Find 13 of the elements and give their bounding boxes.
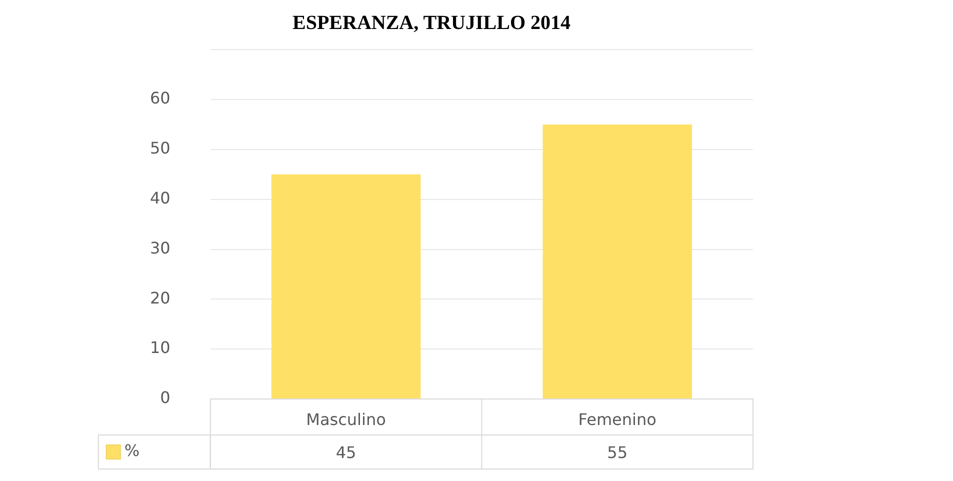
y-tick-label: 30 xyxy=(150,238,170,258)
y-tick-label: 0 xyxy=(160,388,170,408)
y-tick-label: 60 xyxy=(150,88,170,108)
y-tick-label: 20 xyxy=(150,288,170,308)
y-tick-label: 40 xyxy=(150,188,170,208)
y-tick-label: 10 xyxy=(150,338,170,358)
y-tick-label: 50 xyxy=(150,138,170,158)
data-label: 55 xyxy=(607,443,628,462)
chart-title: ESPERANZA, TRUJILLO 2014 xyxy=(292,12,571,34)
x-tick-label: Masculino xyxy=(306,410,386,430)
data-label: 45 xyxy=(336,443,356,462)
x-tick-label: Femenino xyxy=(578,410,656,430)
legend-label: % xyxy=(124,441,140,460)
